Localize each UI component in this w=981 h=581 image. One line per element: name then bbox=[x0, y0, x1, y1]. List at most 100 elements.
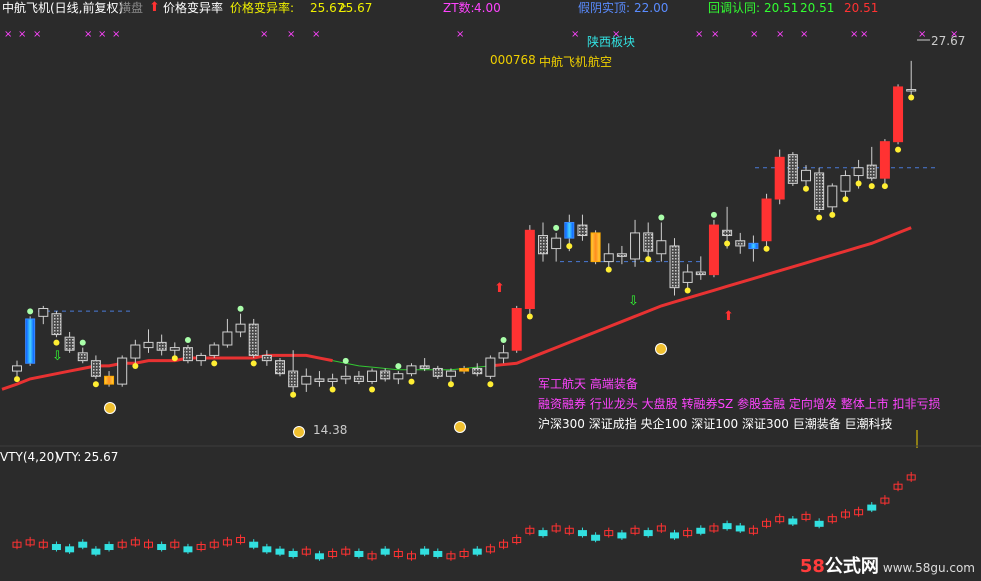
signal-dot bbox=[447, 381, 454, 388]
candle-body bbox=[879, 141, 890, 179]
candle-body bbox=[840, 175, 851, 192]
concept-line-1: 军工航天 高端装备 bbox=[538, 377, 638, 391]
candle-body bbox=[182, 347, 193, 362]
candle-body bbox=[156, 341, 167, 351]
indicator-name: 价格变异率 bbox=[163, 1, 224, 15]
candle-body bbox=[275, 360, 285, 375]
vty-bar bbox=[196, 544, 206, 551]
ma-line bbox=[1, 353, 333, 391]
candle-body bbox=[524, 229, 535, 310]
vty-bar bbox=[12, 541, 22, 548]
down-arrow-icon: ⇩ bbox=[628, 294, 639, 309]
candle-body bbox=[327, 378, 338, 383]
candle-body bbox=[669, 245, 680, 289]
vty-bar bbox=[91, 548, 101, 555]
vty-bar bbox=[485, 546, 495, 553]
candle-body bbox=[801, 169, 811, 182]
vty-bar bbox=[854, 509, 864, 516]
pullback-value-2: 20.51 bbox=[800, 1, 835, 15]
candle-body bbox=[630, 232, 641, 260]
price-change-value-2: 25.67 bbox=[338, 1, 373, 15]
candle-body bbox=[761, 198, 772, 242]
candle-body bbox=[38, 308, 49, 317]
candle-body bbox=[143, 341, 154, 349]
price-change-label: 价格变异率: bbox=[230, 1, 295, 15]
signal-dot bbox=[342, 357, 349, 364]
top-marker: × bbox=[950, 29, 958, 40]
signal-dot bbox=[237, 305, 244, 312]
vty-bar bbox=[236, 537, 246, 544]
signal-dot bbox=[526, 313, 533, 320]
top-marker: × bbox=[695, 29, 703, 40]
zt-value: 4.00 bbox=[474, 1, 501, 15]
candle-body bbox=[248, 323, 259, 356]
vty-bar bbox=[604, 530, 614, 537]
candle-body bbox=[787, 154, 798, 184]
vty-bar bbox=[341, 548, 351, 555]
signal-dot bbox=[408, 378, 415, 385]
vty-bar bbox=[564, 527, 574, 534]
top-marker: × bbox=[98, 29, 106, 40]
signal-dot bbox=[829, 211, 836, 218]
signal-dot bbox=[14, 376, 20, 383]
vty-bar bbox=[472, 548, 482, 555]
candle-body bbox=[590, 232, 601, 263]
top-marker: × bbox=[260, 29, 268, 40]
up-arrow-icon: ⬆ bbox=[494, 281, 505, 296]
vty-bar bbox=[538, 530, 548, 537]
region-label: 陕西板块 bbox=[587, 35, 636, 49]
vty-bar bbox=[709, 525, 719, 532]
candle-body bbox=[222, 331, 233, 346]
top-marker: × bbox=[33, 29, 41, 40]
vty-bar bbox=[117, 541, 127, 548]
signal-dot bbox=[710, 211, 717, 218]
candle-body bbox=[77, 352, 88, 362]
concept-line-3: 沪深300 深证成指 央企100 深证100 深证300 巨潮装备 巨潮科技 bbox=[538, 417, 893, 431]
stock-code: 000768 bbox=[490, 53, 536, 67]
candle-body bbox=[643, 232, 654, 252]
signal-dot bbox=[290, 391, 297, 398]
candle-body bbox=[393, 373, 404, 380]
top-marker: × bbox=[918, 29, 926, 40]
candle-body bbox=[748, 242, 759, 250]
signal-dot bbox=[395, 363, 402, 370]
vty-bar bbox=[735, 525, 745, 532]
vty-bar bbox=[380, 548, 390, 555]
candle-body bbox=[117, 357, 128, 385]
top-marker: × bbox=[612, 29, 620, 40]
separator: : bbox=[343, 1, 348, 15]
zt-label: ZT数: bbox=[443, 1, 475, 15]
vty-bar bbox=[275, 548, 285, 555]
signal-dot bbox=[500, 337, 507, 344]
vty-bar bbox=[656, 525, 666, 532]
candle-body bbox=[169, 347, 180, 351]
vty-bar bbox=[893, 483, 903, 490]
signal-dot bbox=[487, 381, 494, 388]
candle-body bbox=[25, 318, 36, 364]
vty-bar bbox=[643, 530, 653, 537]
watermark: 58公式网 www.58gu.com bbox=[800, 552, 975, 578]
candle-body bbox=[235, 323, 246, 333]
top-marker: × bbox=[750, 29, 758, 40]
vty-bar bbox=[393, 550, 403, 557]
vty-bar bbox=[170, 541, 180, 548]
candle-body bbox=[288, 370, 299, 388]
top-marker: × bbox=[112, 29, 120, 40]
candle-body bbox=[893, 86, 904, 143]
candle-body bbox=[511, 308, 522, 351]
vty-bar bbox=[38, 541, 48, 548]
top-marker: × bbox=[711, 29, 719, 40]
stock-industry: 航空 bbox=[588, 55, 613, 69]
money-bag-icon bbox=[293, 426, 305, 438]
vty-bar bbox=[354, 550, 364, 557]
down-arrow-icon: ⇩ bbox=[52, 349, 63, 364]
vty-bar bbox=[262, 546, 272, 553]
candle-body bbox=[12, 365, 22, 372]
candle-body bbox=[261, 354, 272, 362]
vty-bar bbox=[328, 550, 338, 557]
signal-dot bbox=[329, 386, 336, 393]
vty-bar bbox=[209, 541, 219, 548]
candle-body bbox=[459, 367, 470, 372]
vty-bar bbox=[762, 520, 772, 527]
